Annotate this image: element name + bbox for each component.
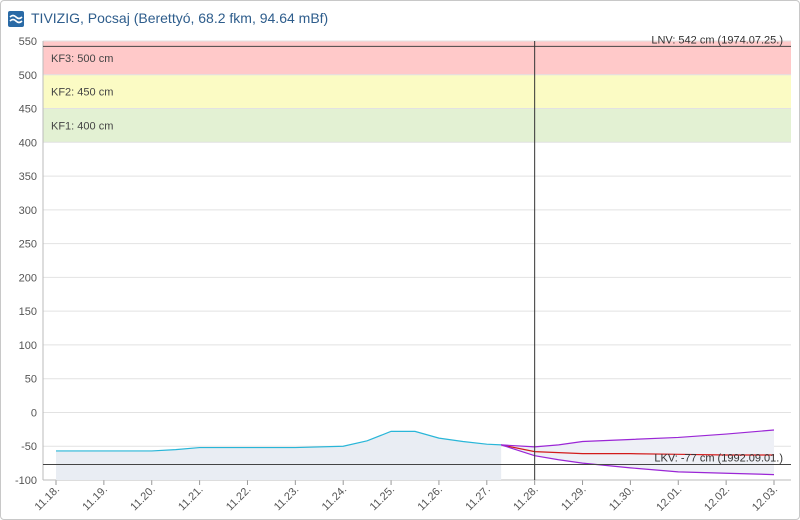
y-tick-label: -100 — [15, 475, 37, 487]
y-tick-label: 50 — [25, 374, 37, 386]
threshold-band-label: KF1: 400 cm — [51, 120, 113, 132]
y-tick-label: 0 — [31, 407, 37, 419]
y-tick-label: 300 — [19, 205, 37, 217]
x-tick-label: 11.23. — [272, 484, 302, 514]
y-tick-label: 350 — [19, 171, 37, 183]
x-tick-label: 11.30. — [607, 484, 637, 514]
x-tick-label: 12.02. — [702, 484, 732, 514]
x-tick-label: 11.27. — [463, 484, 493, 514]
threshold-band-label: KF3: 500 cm — [51, 53, 113, 65]
y-tick-label: 150 — [19, 306, 37, 318]
chart-header: TIVIZIG, Pocsaj (Berettyó, 68.2 fkm, 94.… — [1, 1, 799, 33]
x-tick-label: 11.26. — [416, 484, 446, 514]
threshold-band-label: KF2: 450 cm — [51, 87, 113, 99]
series-line-forecast-upper — [501, 429, 775, 448]
x-tick-label: 11.28. — [511, 484, 541, 514]
y-tick-label: 500 — [19, 70, 37, 82]
reference-line-label: LNV: 542 cm (1974.07.25.) — [651, 34, 783, 46]
series-line-observed — [56, 430, 502, 452]
chart-title: TIVIZIG, Pocsaj (Berettyó, 68.2 fkm, 94.… — [31, 10, 329, 26]
observed-area — [56, 431, 502, 480]
y-tick-label: -50 — [21, 441, 37, 453]
x-tick-label: 11.20. — [128, 484, 158, 514]
x-tick-label: 12.01. — [654, 484, 684, 514]
x-tick-label: 11.22. — [224, 484, 254, 514]
x-tick-label: 11.25. — [368, 484, 398, 514]
station-logo-icon — [8, 11, 24, 27]
threshold-band — [43, 74, 791, 109]
y-tick-label: 550 — [19, 36, 37, 48]
series-line-forecast-lower — [500, 444, 775, 476]
x-tick-label: 11.18. — [33, 484, 63, 514]
x-tick-label: 12.03. — [750, 484, 780, 514]
y-tick-label: 200 — [19, 272, 37, 284]
y-tick-label: 400 — [19, 137, 37, 149]
reference-line-label: LKV: -77 cm (1992.09.01.) — [654, 452, 783, 464]
threshold-band — [43, 108, 791, 143]
y-tick-label: 250 — [19, 239, 37, 251]
y-tick-label: 450 — [19, 104, 37, 116]
x-tick-label: 11.24. — [320, 484, 350, 514]
x-tick-label: 11.21. — [176, 484, 206, 514]
forecast-band-area — [501, 430, 774, 475]
x-tick-label: 11.29. — [559, 484, 589, 514]
y-tick-label: 100 — [19, 340, 37, 352]
x-tick-label: 11.19. — [80, 484, 110, 514]
